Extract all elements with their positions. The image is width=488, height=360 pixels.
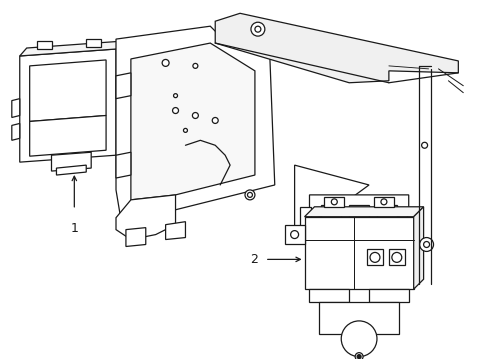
Polygon shape [406,207,420,235]
Polygon shape [20,41,122,56]
Polygon shape [368,289,408,302]
Circle shape [244,190,254,200]
Circle shape [162,59,169,66]
Bar [366,249,382,265]
Circle shape [173,94,177,98]
Circle shape [419,238,433,251]
Polygon shape [30,116,106,156]
Circle shape [290,231,298,239]
Text: 2: 2 [249,253,257,266]
Circle shape [250,22,264,36]
Polygon shape [413,207,423,289]
Text: 1: 1 [70,222,78,235]
Polygon shape [321,205,341,220]
Polygon shape [309,195,408,220]
Polygon shape [348,205,368,220]
Polygon shape [304,217,413,289]
Polygon shape [116,195,175,239]
Polygon shape [56,165,86,175]
Circle shape [192,113,198,118]
Polygon shape [309,289,348,302]
Polygon shape [324,197,344,207]
Circle shape [421,142,427,148]
Circle shape [192,63,198,68]
Polygon shape [131,43,254,200]
Polygon shape [373,197,393,207]
Circle shape [354,353,362,360]
Circle shape [254,26,260,32]
Polygon shape [294,165,368,239]
Bar [86,39,101,47]
Circle shape [369,252,379,262]
Circle shape [356,355,360,359]
Polygon shape [165,222,185,239]
Polygon shape [215,13,457,83]
Bar [37,41,51,49]
Polygon shape [12,123,20,140]
Circle shape [172,108,178,113]
Polygon shape [116,26,274,220]
Polygon shape [376,205,396,220]
Circle shape [247,192,252,197]
Polygon shape [51,152,91,171]
Circle shape [341,321,376,357]
Polygon shape [304,207,423,217]
Circle shape [423,242,428,247]
Polygon shape [116,152,131,178]
Polygon shape [319,302,398,334]
Polygon shape [30,60,106,121]
Circle shape [331,199,337,205]
Circle shape [212,117,218,123]
Polygon shape [12,99,20,117]
Circle shape [183,129,187,132]
Circle shape [380,199,386,205]
Bar [388,249,404,265]
Polygon shape [116,73,131,99]
Circle shape [391,252,401,262]
Polygon shape [299,207,311,235]
Polygon shape [20,49,116,162]
Polygon shape [284,225,304,244]
Polygon shape [126,228,145,247]
